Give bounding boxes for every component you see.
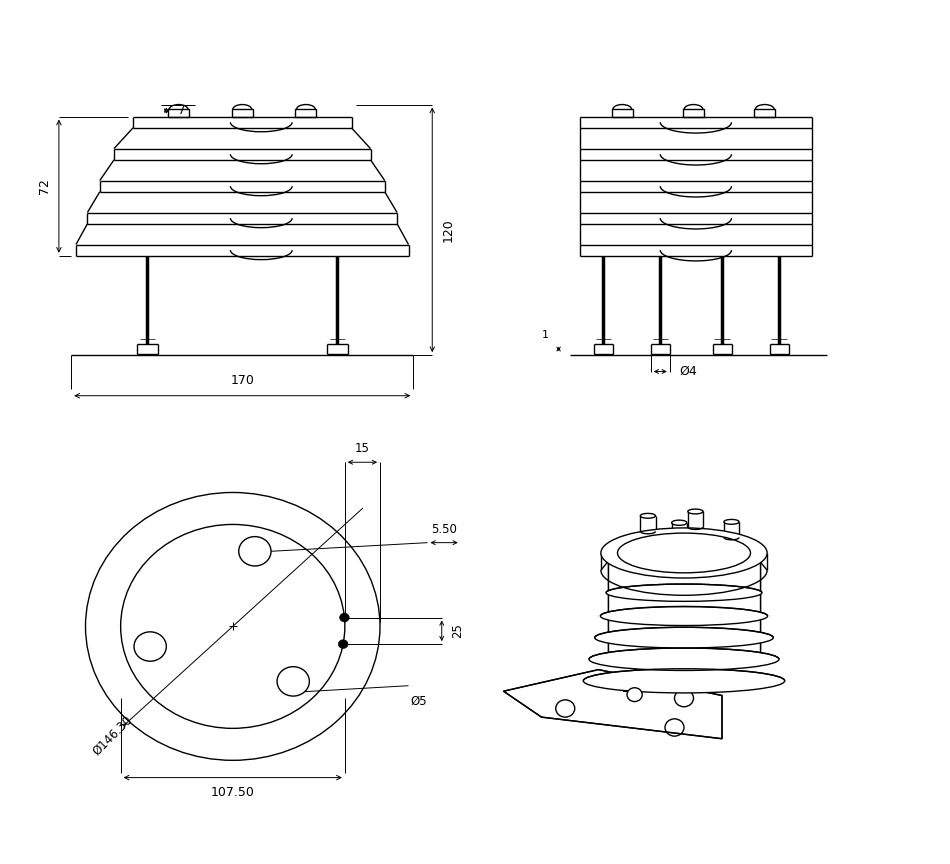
Ellipse shape — [595, 627, 773, 648]
Circle shape — [338, 639, 348, 648]
Text: 7: 7 — [178, 104, 185, 118]
Bar — [683, 110, 704, 117]
Text: 1: 1 — [542, 329, 549, 340]
Bar — [612, 110, 633, 117]
Bar — [232, 110, 253, 117]
Ellipse shape — [618, 533, 750, 573]
Ellipse shape — [672, 520, 687, 525]
Ellipse shape — [606, 584, 762, 601]
Ellipse shape — [589, 648, 779, 670]
Bar — [168, 110, 189, 117]
Ellipse shape — [688, 509, 703, 514]
Bar — [295, 110, 316, 117]
Text: 15: 15 — [355, 442, 370, 455]
Polygon shape — [504, 670, 722, 739]
Text: Ø146.30: Ø146.30 — [90, 713, 135, 758]
Text: 170: 170 — [230, 374, 255, 387]
Ellipse shape — [600, 607, 768, 626]
Bar — [608, 562, 760, 665]
Text: 120: 120 — [442, 218, 455, 242]
Ellipse shape — [583, 669, 785, 693]
Ellipse shape — [600, 528, 768, 578]
Text: Ø4: Ø4 — [679, 365, 697, 378]
Circle shape — [340, 613, 350, 622]
Text: 25: 25 — [451, 623, 465, 638]
Bar — [754, 110, 775, 117]
Text: 107.50: 107.50 — [211, 786, 255, 799]
Text: 5.50: 5.50 — [430, 523, 457, 536]
Text: 72: 72 — [38, 178, 51, 194]
Text: Ø5: Ø5 — [410, 695, 428, 708]
Circle shape — [627, 688, 642, 702]
Ellipse shape — [724, 519, 739, 524]
Ellipse shape — [640, 513, 656, 518]
